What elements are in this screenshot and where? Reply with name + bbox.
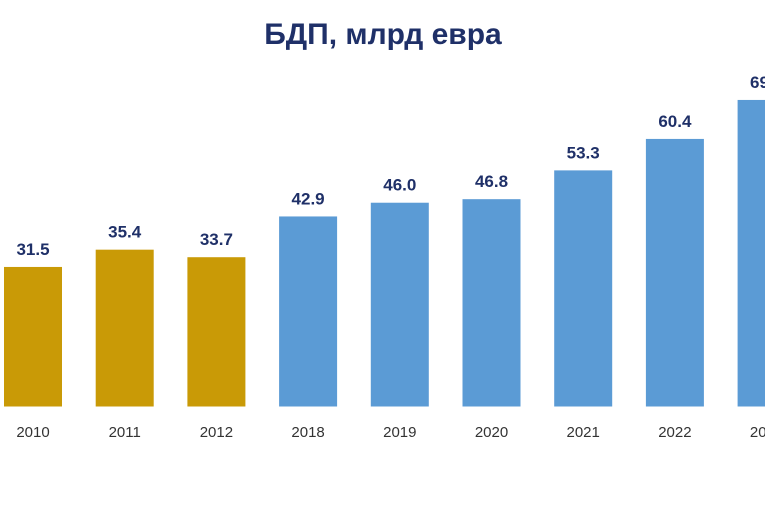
value-label: 46.0	[383, 176, 416, 195]
x-tick-label: 2022	[658, 424, 691, 441]
x-tick-label: 2019	[383, 424, 416, 441]
bar	[4, 266, 62, 407]
bar	[645, 138, 704, 407]
bar	[279, 216, 338, 407]
bar	[737, 99, 765, 407]
x-tick-label: 2020	[475, 424, 508, 441]
chart-title: БДП, млрд евра	[264, 18, 502, 51]
x-tick-label: 2012	[200, 424, 233, 441]
value-label: 31.5	[16, 240, 49, 259]
x-tick-label: 2023	[750, 424, 765, 441]
x-tick-label: 2021	[567, 424, 600, 441]
value-label: 35.4	[108, 223, 142, 242]
bar	[462, 199, 521, 407]
value-label: 69.2	[750, 73, 765, 92]
value-label: 60.4	[658, 112, 692, 131]
x-tick-label: 2010	[16, 424, 49, 441]
bar	[554, 170, 613, 407]
bar	[187, 257, 246, 407]
bar	[370, 202, 429, 407]
value-label: 53.3	[567, 143, 600, 162]
bar	[95, 249, 154, 407]
x-tick-label: 2011	[109, 424, 141, 441]
value-label: 46.8	[475, 172, 508, 191]
value-label: 33.7	[200, 230, 233, 249]
x-tick-label: 2018	[291, 424, 324, 441]
value-label: 42.9	[292, 189, 325, 208]
